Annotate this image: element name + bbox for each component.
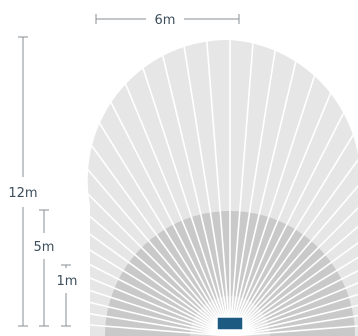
middle-range-label: 5m	[34, 240, 55, 255]
inner-range-dimension: 1m	[57, 265, 78, 326]
inner-range-label: 1m	[57, 274, 78, 289]
width-dimension: 6m	[96, 13, 239, 28]
motion-sensor-icon	[217, 317, 243, 330]
middle-range-dimension: 5m	[34, 210, 55, 326]
outer-range-dimension: 12m	[8, 37, 37, 326]
width-dimension-label: 6m	[155, 13, 176, 28]
outer-range-label: 12m	[8, 186, 37, 201]
